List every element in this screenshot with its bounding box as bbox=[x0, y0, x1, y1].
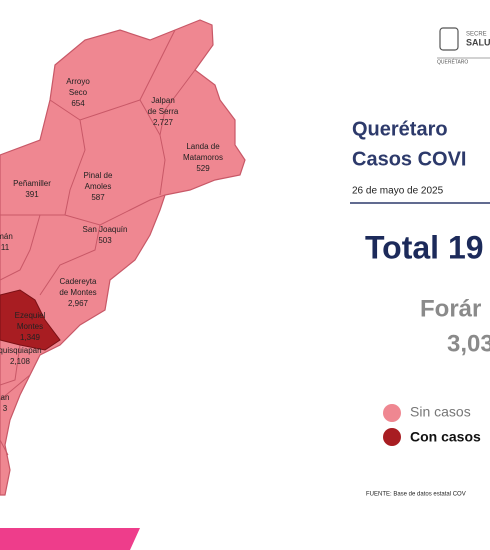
region-value: 587 bbox=[91, 193, 105, 202]
region-name: Montes bbox=[17, 322, 43, 331]
region-name: mán bbox=[0, 232, 13, 241]
region-name: Jalpan bbox=[151, 96, 175, 105]
region-value: 503 bbox=[98, 236, 112, 245]
region-value: 3 bbox=[3, 404, 8, 413]
region-name: Landa de bbox=[186, 142, 220, 151]
foraneos-value: 3,03 bbox=[447, 330, 490, 357]
region-name: Arroyo bbox=[66, 77, 90, 86]
date: 26 de mayo de 2025 bbox=[352, 186, 444, 197]
region-value: 11 bbox=[1, 243, 10, 252]
region-labels: Arroyo Seco 654 Jalpan de Serra 2,727 Landa de… bbox=[0, 77, 223, 413]
region-value: 2,727 bbox=[153, 118, 174, 127]
region-name: an bbox=[1, 393, 10, 402]
region-name: Pinal de bbox=[84, 171, 113, 180]
legend-label: Sin casos bbox=[410, 404, 471, 420]
legend-label: Con casos bbox=[410, 429, 481, 445]
highlighted-region bbox=[0, 289, 61, 351]
region-name: San Joaquín bbox=[83, 225, 128, 234]
accent-bar bbox=[0, 528, 140, 550]
total: Total 19 bbox=[365, 229, 484, 265]
title: Querétaro bbox=[352, 118, 448, 140]
region-value: 2,108 bbox=[10, 357, 31, 366]
logo: SECRE SALU QUERÉTARO bbox=[437, 27, 490, 65]
region-name: quisquiapan bbox=[0, 346, 42, 355]
state-shape bbox=[0, 19, 246, 496]
region-value: 1,349 bbox=[20, 333, 41, 342]
source: FUENTE: Base de datos estatal COV bbox=[366, 492, 466, 498]
region-name: de Montes bbox=[59, 288, 96, 297]
borders bbox=[0, 29, 196, 456]
region-name: Amoles bbox=[85, 182, 112, 191]
logo-text: SALU bbox=[466, 37, 490, 47]
region-name: Ezequiel bbox=[15, 311, 46, 320]
region-name: Seco bbox=[69, 88, 88, 97]
region-value: 529 bbox=[196, 164, 210, 173]
map bbox=[0, 19, 246, 496]
legend-swatch bbox=[383, 404, 401, 422]
region-value: 2,967 bbox=[68, 299, 89, 308]
region-value: 391 bbox=[25, 190, 39, 199]
logo-text: QUERÉTARO bbox=[437, 58, 468, 65]
foraneos-label: Forár bbox=[420, 295, 481, 322]
title: Casos COVI bbox=[352, 148, 466, 170]
region-name: Matamoros bbox=[183, 153, 223, 162]
region-name: Peñamiller bbox=[13, 179, 51, 188]
legend-swatch bbox=[383, 428, 401, 446]
logo-text: SECRE bbox=[466, 32, 487, 38]
region-name: Cadereyta bbox=[60, 277, 97, 286]
region-value: 654 bbox=[71, 99, 85, 108]
region-name: de Serra bbox=[148, 107, 179, 116]
